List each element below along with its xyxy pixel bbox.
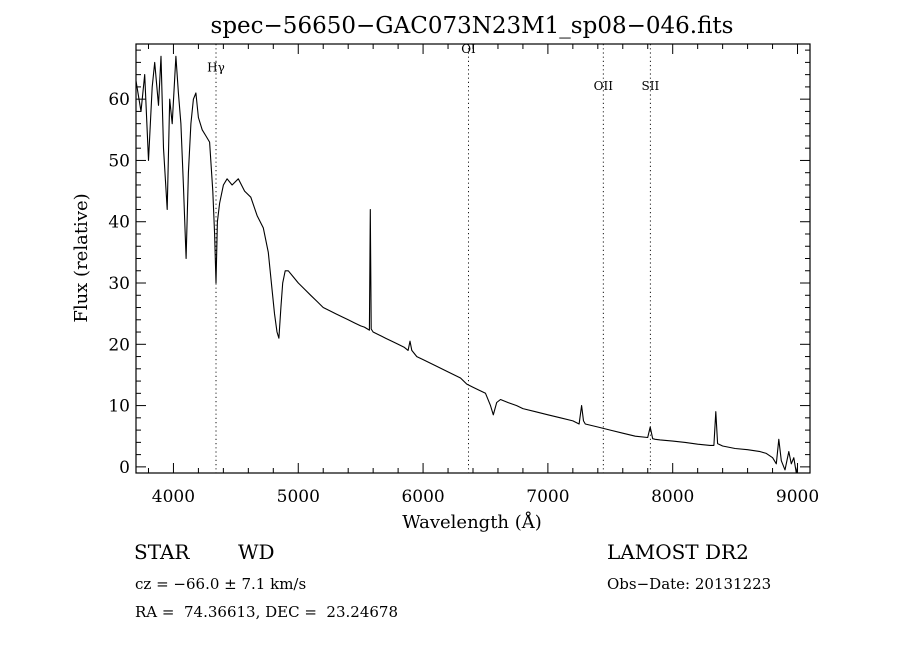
chart-title: spec−56650−GAC073N23M1_sp08−046.fits xyxy=(211,13,734,39)
x-tick-label: 9000 xyxy=(776,487,819,507)
survey-name: LAMOST DR2 xyxy=(607,540,749,564)
y-tick-label: 40 xyxy=(108,213,130,233)
y-tick-label: 30 xyxy=(108,274,130,294)
x-tick-label: 8000 xyxy=(651,487,694,507)
spectral-line-label: OI xyxy=(461,42,476,56)
x-tick-label: 6000 xyxy=(401,487,444,507)
spectral-line-label: OII xyxy=(594,79,614,93)
x-tick-label: 7000 xyxy=(526,487,569,507)
y-axis-label: Flux (relative) xyxy=(71,193,92,322)
y-tick-label: 50 xyxy=(108,151,130,171)
observation-date: Obs−Date: 20131223 xyxy=(607,575,772,593)
y-tick-label: 0 xyxy=(119,458,130,478)
spectral-lines: Hγ OI OII SII xyxy=(207,42,660,473)
object-class: STAR xyxy=(134,540,190,564)
plot-frame xyxy=(135,43,811,474)
x-axis-label: Wavelength (Å) xyxy=(402,511,542,533)
spectral-line-label: Hγ xyxy=(207,61,225,75)
object-subclass: WD xyxy=(238,540,275,564)
y-tick-label: 60 xyxy=(108,90,130,110)
y-tick-label: 20 xyxy=(108,335,130,355)
redshift-velocity: cz = −66.0 ± 7.1 km/s xyxy=(135,575,307,593)
spectrum-line xyxy=(136,55,799,473)
axis-ticks xyxy=(136,44,810,473)
coordinates: RA = 74.36613, DEC = 23.24678 xyxy=(135,603,399,621)
plot-area: Hγ OI OII SII xyxy=(136,42,799,473)
x-tick-label: 5000 xyxy=(277,487,320,507)
x-tick-label: 4000 xyxy=(152,487,195,507)
spectral-line-label: SII xyxy=(642,79,660,93)
y-tick-label: 10 xyxy=(108,397,130,417)
axis-tick-labels: 4000 5000 6000 7000 8000 9000 0 10 20 30 40 50 60 xyxy=(108,90,819,507)
